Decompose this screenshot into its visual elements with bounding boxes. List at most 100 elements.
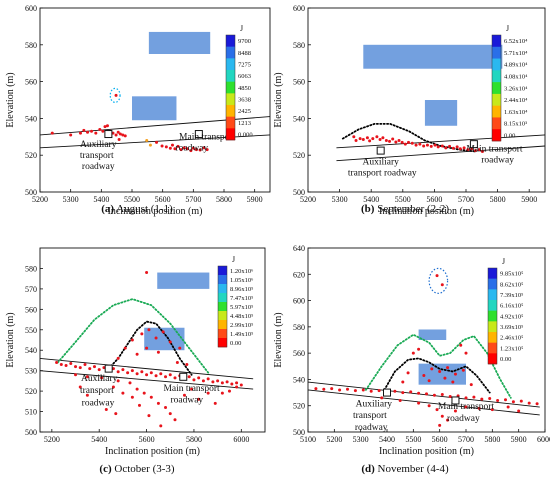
roadway-annotation: transport [80, 151, 114, 161]
x-tick-label: 5700 [458, 195, 474, 204]
y-tick-label: 550 [25, 326, 37, 335]
y-tick-label: 540 [293, 375, 305, 384]
colorbar-label: 9700 [238, 38, 251, 45]
event-point [444, 146, 448, 150]
roadway-annotation: Main transport [466, 145, 523, 155]
plot-area [40, 31, 270, 153]
event-point [469, 383, 473, 387]
event-point [422, 144, 426, 148]
colorbar-label: 1.05x10⁶ [230, 277, 253, 284]
colorbar-label: 1.49x10⁵ [230, 331, 253, 338]
fracture-curve-0 [341, 123, 477, 153]
event-point [92, 365, 96, 369]
colorbar-frame [487, 267, 498, 365]
roadway-box-1 [194, 130, 203, 139]
goaf-block-1 [144, 327, 185, 351]
event-point [168, 146, 172, 150]
event-point [128, 381, 132, 385]
colorbar-label: 1.63x10⁴ [504, 109, 528, 116]
x-tick-label: 5200 [326, 435, 342, 444]
y-tick-label: 500 [293, 428, 305, 437]
x-tick-label: 5600 [155, 195, 171, 204]
event-point [384, 138, 388, 142]
roadway-annotation: Auxiliary [81, 374, 118, 384]
event-point [121, 391, 125, 395]
event-point [230, 382, 234, 386]
goaf-block-1 [418, 363, 466, 385]
colorbar-label: 2.44x10⁴ [504, 97, 528, 104]
x-tick-label: 5500 [395, 195, 411, 204]
colorbar-swatch [492, 58, 501, 71]
roadway-line-0 [308, 381, 540, 408]
colorbar-swatch [218, 302, 227, 312]
x-tick-label: 6000 [233, 435, 249, 444]
event-point [409, 390, 413, 394]
y-tick-label: 540 [25, 114, 37, 123]
event-point [130, 369, 134, 373]
event-point [438, 423, 442, 427]
event-point [506, 405, 510, 409]
colorbar-label: 1.20x10⁶ [230, 268, 253, 275]
event-point [410, 141, 414, 145]
colorbar-swatch [488, 353, 497, 365]
roadway-annotation: Auxiliary [80, 140, 117, 150]
event-point [147, 328, 151, 332]
event-point [377, 389, 381, 393]
event-point [185, 147, 189, 151]
roadway-annotation: Auxiliary [356, 399, 393, 409]
colorbar-label: 3.26x10⁴ [504, 85, 528, 92]
event-point [86, 130, 90, 134]
roadway-line-1 [308, 389, 540, 416]
event-point [477, 148, 481, 152]
event-point [191, 146, 195, 150]
x-tick-label: 5200 [300, 195, 316, 204]
event-point [123, 134, 127, 138]
event-point [175, 360, 179, 364]
colorbar-swatch [218, 311, 227, 321]
event-point [443, 376, 447, 380]
event-point [145, 271, 149, 275]
event-point [85, 393, 89, 397]
colorbar-swatch [492, 70, 501, 83]
event-point [440, 393, 444, 397]
event-point [155, 140, 159, 144]
colorbar-swatch [488, 300, 497, 311]
roadway-annotation: roadway [170, 395, 203, 405]
y-tick-label: 560 [25, 305, 37, 314]
event-point [121, 368, 125, 372]
colorbar-label: 6.16x10⁵ [500, 303, 523, 310]
event-point [140, 370, 144, 374]
event-point [388, 139, 392, 143]
colorbar-label: 7.47x10⁵ [230, 295, 253, 302]
roadway-box-1 [451, 396, 460, 405]
x-tick-label: 5400 [91, 435, 107, 444]
y-tick-label: 500 [25, 428, 37, 437]
event-point [368, 139, 372, 143]
event-point [145, 373, 149, 377]
y-axis-label: Elevation (m) [273, 72, 284, 127]
colorbar-swatch [488, 289, 497, 301]
event-point [98, 127, 102, 131]
colorbar-label: 8.62x10⁵ [500, 281, 523, 288]
event-point [464, 351, 468, 355]
goaf-block-0 [363, 44, 503, 69]
colorbar-label: 4.08x10⁴ [504, 74, 528, 81]
y-tick-label: 500 [293, 188, 305, 197]
y-axis-label: Elevation (m) [273, 312, 284, 367]
roadway-annotation: roadway [82, 162, 115, 172]
x-tick-label: 5800 [186, 435, 202, 444]
colorbar-swatch [488, 321, 497, 333]
event-point [164, 405, 168, 409]
roadway-box-1 [179, 372, 188, 381]
event-point [85, 375, 89, 379]
colorbar-swatch [492, 117, 501, 130]
event-point [459, 343, 463, 347]
event-point [202, 146, 206, 150]
event-point [55, 360, 59, 364]
event-point [213, 401, 217, 405]
event-point [446, 418, 450, 422]
event-point [121, 133, 125, 137]
event-point [187, 375, 191, 379]
goaf-block-0 [157, 272, 210, 289]
y-axis-label: Elevation (m) [5, 72, 16, 127]
